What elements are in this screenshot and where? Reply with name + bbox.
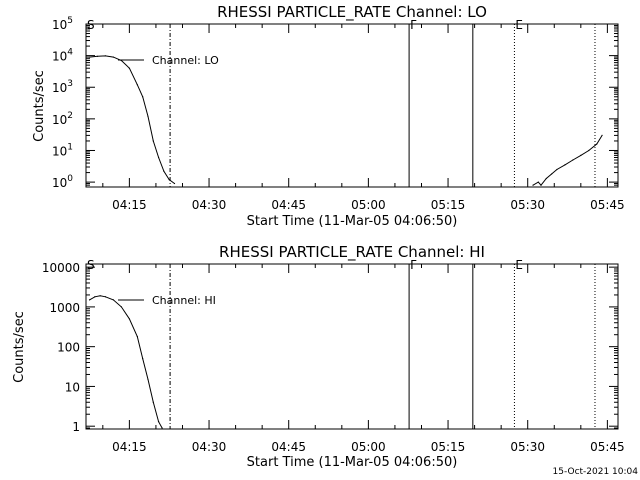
marker-label: F xyxy=(410,18,417,32)
lo-x-ticks: 04:15 04:30 04:45 05:00 05:15 05:30 05:45 xyxy=(102,24,625,212)
hi-x-ticks: 04:15 04:30 04:45 05:00 05:15 05:30 05:45 xyxy=(102,264,625,454)
x-tick-label: 05:00 xyxy=(351,440,386,454)
y-tick-label: 102 xyxy=(52,111,73,127)
hi-data-point xyxy=(94,296,96,298)
hi-channel-panel: RHESSI PARTICLE_RATE Channel: HI Start T… xyxy=(12,243,625,470)
x-tick-label: 05:45 xyxy=(590,440,625,454)
x-tick-label: 05:30 xyxy=(510,440,545,454)
lo-data-point xyxy=(537,181,539,183)
lo-data-point xyxy=(540,184,542,186)
marker-label: E xyxy=(515,258,523,272)
x-tick-label: 05:45 xyxy=(590,198,625,212)
x-tick-label: 04:15 xyxy=(112,440,147,454)
hi-chart-title: RHESSI PARTICLE_RATE Channel: HI xyxy=(219,243,485,262)
x-tick-label: 05:30 xyxy=(510,198,545,212)
lo-data-point xyxy=(545,177,547,180)
x-tick-label: 05:15 xyxy=(431,440,466,454)
lo-data-point xyxy=(551,173,553,175)
lo-data-point xyxy=(88,56,91,58)
y-tick-label: 10000 xyxy=(42,261,80,275)
lo-data-point xyxy=(152,140,154,142)
lo-rate-line xyxy=(89,55,175,184)
lo-x-axis-label: Start Time (11-Mar-05 04:06:50) xyxy=(247,214,458,229)
x-tick-label: 04:15 xyxy=(112,198,147,212)
lo-data-point xyxy=(104,55,107,57)
hi-y-ticks: 1 10 100 1000 10000 xyxy=(42,261,618,434)
y-tick-label: 105 xyxy=(52,16,73,32)
lo-y-ticks: 100 101 102 103 104 105 xyxy=(52,16,618,190)
x-tick-label: 05:15 xyxy=(431,198,466,212)
hi-data-point xyxy=(104,296,107,298)
lo-chart-title: RHESSI PARTICLE_RATE Channel: LO xyxy=(217,3,487,22)
x-tick-label: 04:45 xyxy=(271,440,306,454)
marker-label: F xyxy=(410,258,417,272)
hi-data-point xyxy=(128,318,130,320)
lo-data-point xyxy=(601,134,603,136)
hi-data-point xyxy=(152,401,154,403)
lo-data-point xyxy=(168,178,170,181)
lo-data-point xyxy=(564,164,566,166)
y-tick-label: 100 xyxy=(52,174,73,190)
lo-data-point xyxy=(173,182,176,185)
lo-data-point xyxy=(163,170,165,172)
y-tick-label: 1 xyxy=(72,420,80,434)
hi-y-axis-label: Counts/sec xyxy=(12,311,27,383)
hi-data-point xyxy=(99,295,101,297)
lo-data-point xyxy=(596,143,598,145)
lo-data-point xyxy=(588,149,590,152)
lo-data-point xyxy=(136,84,138,86)
hi-data-point xyxy=(147,378,149,381)
lo-data-point xyxy=(96,55,99,57)
lo-data-point xyxy=(532,184,534,186)
lo-data-point xyxy=(142,96,144,98)
hi-data-point xyxy=(157,421,160,423)
lo-data-point xyxy=(112,56,115,58)
lo-legend-label: Channel: LO xyxy=(152,54,219,67)
hi-data-point xyxy=(142,358,144,360)
y-tick-label: 1000 xyxy=(49,301,80,315)
lo-data-point xyxy=(128,67,130,69)
lo-y-axis-label: Counts/sec xyxy=(32,70,47,142)
x-tick-label: 04:30 xyxy=(192,440,227,454)
lo-data-point xyxy=(147,115,149,117)
hi-data-point xyxy=(120,306,123,308)
lo-rate-line xyxy=(532,135,603,186)
x-tick-label: 05:00 xyxy=(351,198,386,212)
x-tick-label: 04:30 xyxy=(192,198,227,212)
lo-data-point xyxy=(580,154,582,156)
y-tick-label: 10 xyxy=(65,380,80,394)
y-tick-label: 103 xyxy=(52,79,73,95)
hi-data-point xyxy=(112,299,115,301)
x-tick-label: 04:45 xyxy=(271,198,306,212)
y-tick-label: 104 xyxy=(52,48,73,64)
lo-data-point xyxy=(157,156,160,159)
hi-x-axis-label: Start Time (11-Mar-05 04:06:50) xyxy=(247,455,458,470)
lo-data-point xyxy=(556,168,558,171)
hi-data-point xyxy=(161,427,163,429)
lo-data-point xyxy=(572,159,574,161)
lo-channel-panel: RHESSI PARTICLE_RATE Channel: LO Start T… xyxy=(32,3,625,229)
y-tick-label: 100 xyxy=(57,341,80,355)
y-tick-label: 101 xyxy=(52,142,73,158)
footer-timestamp: 15-Oct-2021 10:04 xyxy=(553,467,639,477)
marker-label: E xyxy=(515,18,523,32)
hi-legend-label: Channel: HI xyxy=(152,294,216,307)
hi-data-point xyxy=(88,299,91,301)
marker-label: S xyxy=(87,258,95,272)
marker-label: S xyxy=(87,18,95,32)
hi-data-point xyxy=(136,335,138,338)
